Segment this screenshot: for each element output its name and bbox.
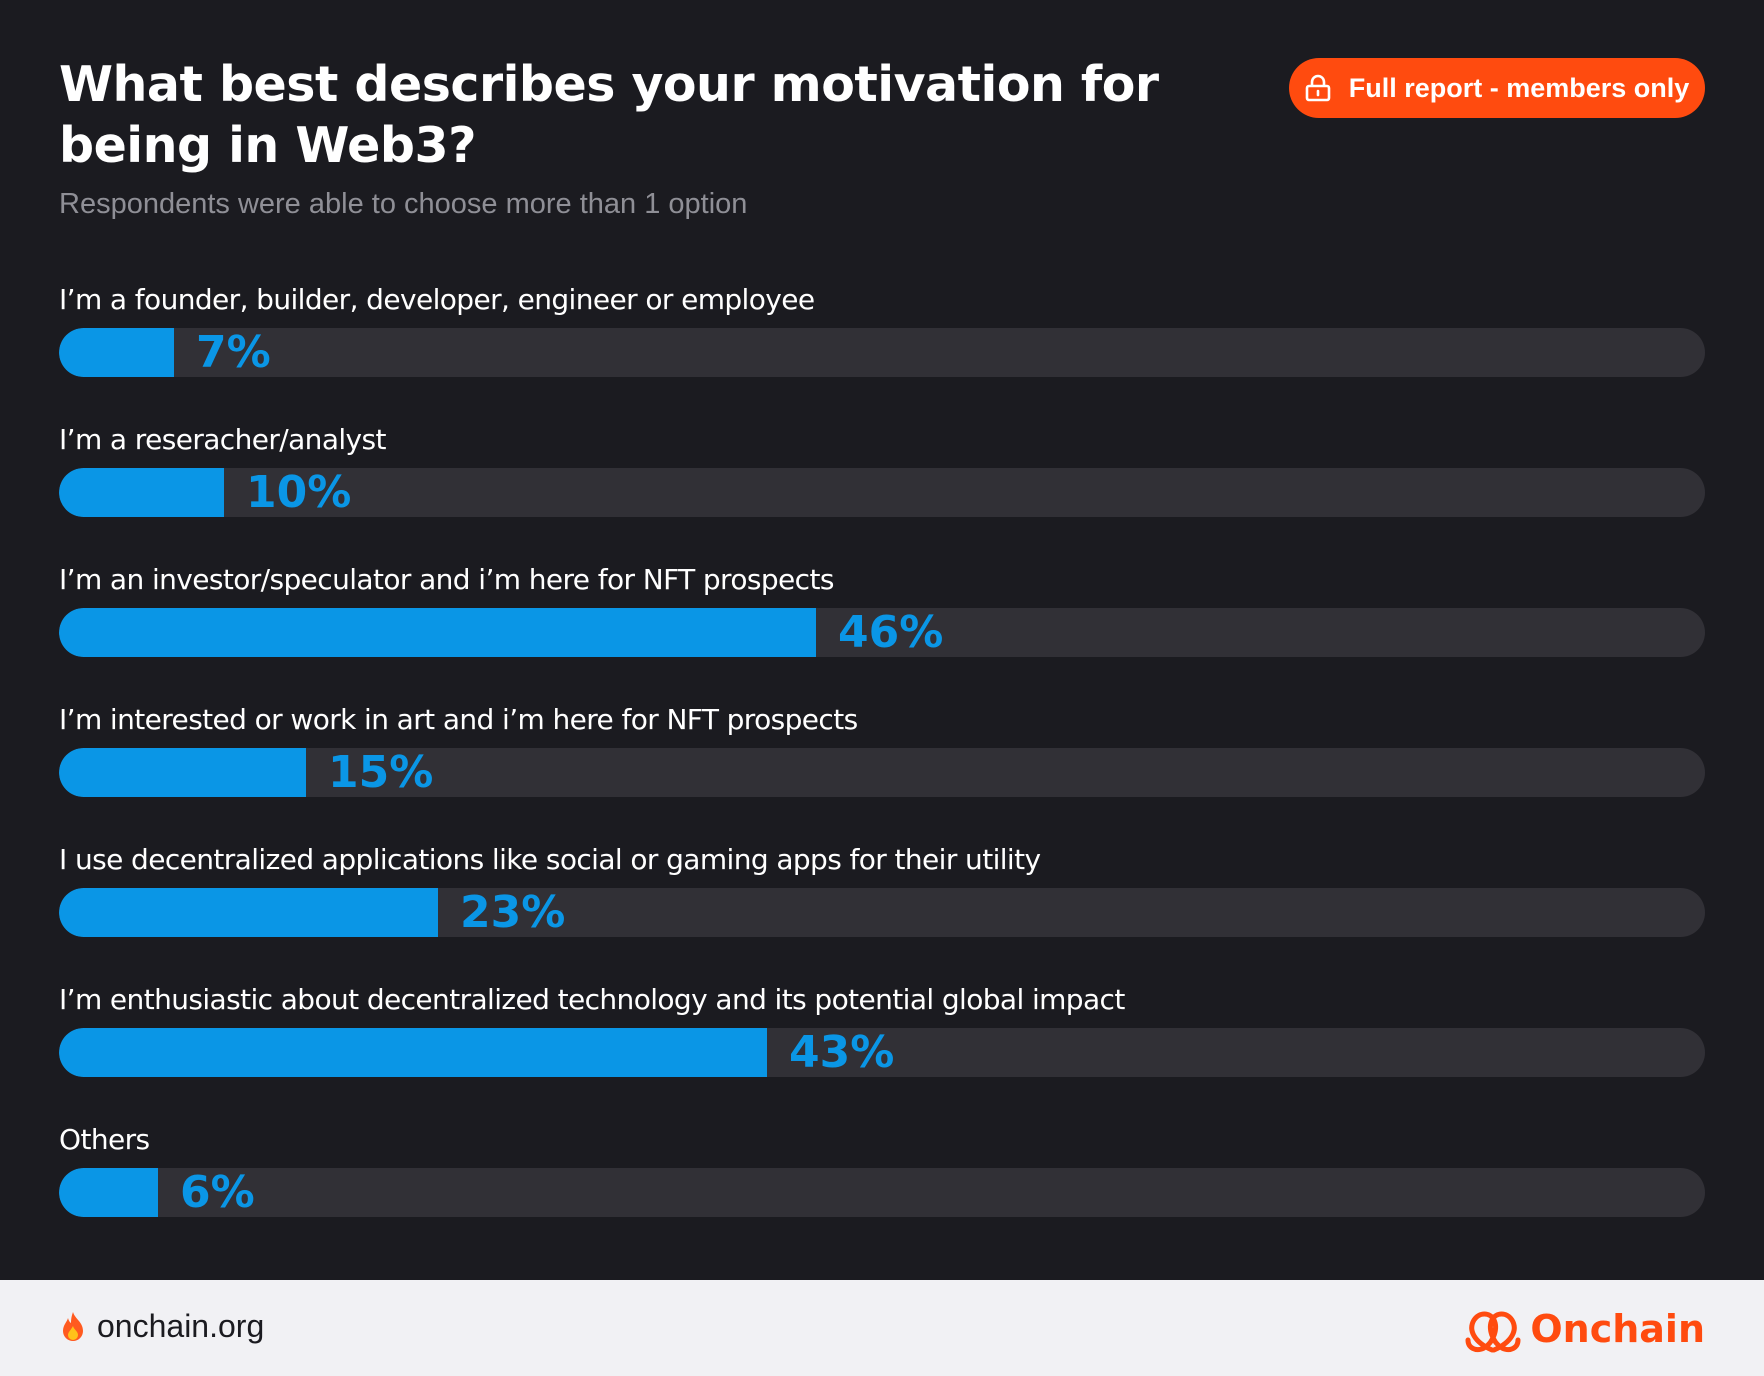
chart-subtitle: Respondents were able to choose more tha…: [59, 188, 748, 220]
bar-category-label: I’m interested or work in art and i’m he…: [59, 703, 858, 736]
bar-track: [59, 468, 1705, 517]
bar: [59, 888, 438, 937]
bar-value-label: 43%: [789, 1027, 895, 1078]
bar-value-label: 15%: [328, 747, 434, 798]
site-link[interactable]: onchain.org: [59, 1308, 264, 1345]
lock-icon: [1305, 74, 1331, 102]
bar-row: I’m enthusiastic about decentralized tec…: [59, 980, 1705, 1090]
bar-track: [59, 1168, 1705, 1217]
bar-track: [59, 888, 1705, 937]
bar-track: [59, 328, 1705, 377]
bar-category-label: I’m a founder, builder, developer, engin…: [59, 283, 815, 316]
bar-track: [59, 1028, 1705, 1077]
brand-logo: Onchain: [1464, 1302, 1705, 1356]
bar-value-label: 46%: [838, 607, 944, 658]
bar-category-label: I’m enthusiastic about decentralized tec…: [59, 983, 1125, 1016]
bar-row: I’m interested or work in art and i’m he…: [59, 700, 1705, 810]
bar-row: Others 6%: [59, 1120, 1705, 1230]
bar: [59, 1028, 767, 1077]
bar-track: [59, 608, 1705, 657]
bar-value-label: 10%: [246, 467, 352, 518]
bar-chart: I’m a founder, builder, developer, engin…: [59, 280, 1705, 1230]
bar-value-label: 6%: [180, 1167, 255, 1218]
bar-value-label: 7%: [196, 327, 271, 378]
bar-value-label: 23%: [460, 887, 566, 938]
bar: [59, 468, 224, 517]
bar-category-label: I’m an investor/speculator and i’m here …: [59, 563, 834, 596]
bar: [59, 1168, 158, 1217]
bar-row: I’m an investor/speculator and i’m here …: [59, 560, 1705, 670]
bar-category-label: I use decentralized applications like so…: [59, 843, 1041, 876]
onchain-logo-icon: [1465, 1311, 1521, 1353]
bar-category-label: I’m a reseracher/analyst: [59, 423, 387, 456]
brand-name: Onchain: [1530, 1307, 1705, 1351]
full-report-button[interactable]: Full report - members only: [1289, 58, 1705, 118]
flame-icon: [63, 1311, 83, 1341]
bar-row: I use decentralized applications like so…: [59, 840, 1705, 950]
chart-title: What best describes your motivation for …: [59, 56, 1159, 174]
bar-track: [59, 748, 1705, 797]
footer: onchain.org Onchain: [0, 1280, 1764, 1376]
bar-category-label: Others: [59, 1123, 150, 1156]
site-label: onchain.org: [97, 1308, 265, 1344]
bar: [59, 608, 816, 657]
bar-row: I’m a reseracher/analyst 10%: [59, 420, 1705, 530]
bar: [59, 328, 174, 377]
full-report-label: Full report - members only: [1348, 72, 1690, 103]
bar: [59, 748, 306, 797]
bar-row: I’m a founder, builder, developer, engin…: [59, 280, 1705, 390]
